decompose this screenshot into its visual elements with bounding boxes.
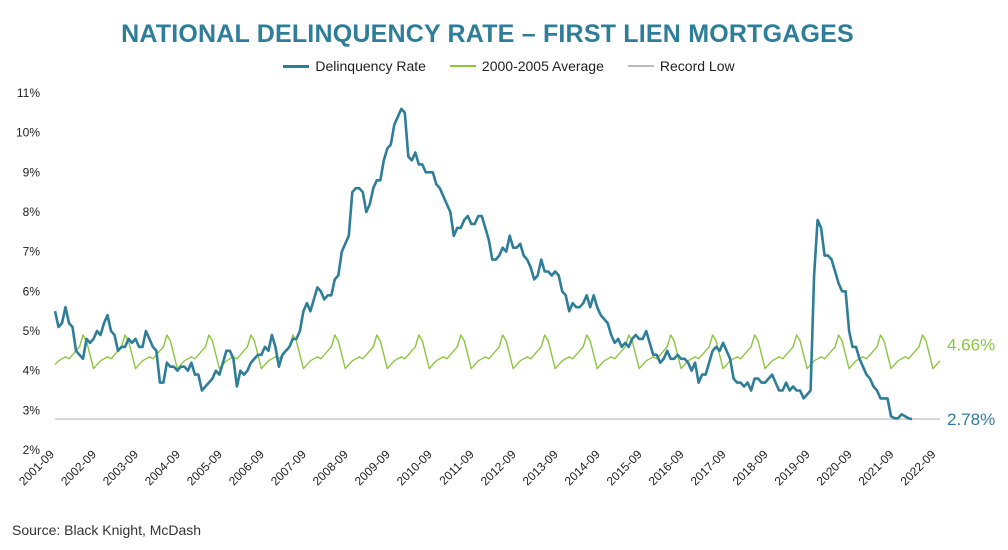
x-tick-label: 2014-09 — [562, 447, 603, 488]
y-tick-label: 10% — [16, 126, 40, 140]
legend-item-average: 2000-2005 Average — [449, 58, 604, 74]
legend: Delinquency Rate 2000-2005 Average Recor… — [0, 58, 1008, 74]
x-tick-label: 2012-09 — [478, 447, 519, 488]
series-line-delinquency — [53, 107, 913, 421]
x-tick-label: 2021-09 — [856, 447, 897, 488]
x-tick-label: 2019-09 — [772, 447, 813, 488]
x-tick-label: 2015-09 — [604, 447, 645, 488]
x-tick-label: 2005-09 — [184, 447, 225, 488]
plot-area: 2%3%4%5%6%7%8%9%10%11%2001-09 2002-09 2003… — [16, 86, 995, 488]
x-tick-label: 2002-09 — [58, 447, 99, 488]
legend-item-delinquency: Delinquency Rate — [283, 58, 426, 74]
legend-swatch-record-low — [627, 65, 654, 67]
legend-label-record-low: Record Low — [659, 58, 735, 74]
x-tick-label: 2011-09 — [436, 447, 477, 488]
chart-title: NATIONAL DELINQUENCY RATE – FIRST LIEN M… — [121, 20, 854, 48]
y-tick-label: 7% — [23, 245, 41, 259]
y-tick-label: 2% — [23, 443, 41, 457]
x-tick-label: 2018-09 — [730, 447, 771, 488]
x-tick-label: 2010-09 — [394, 447, 435, 488]
x-tick-label: 2013-09 — [520, 447, 561, 488]
y-tick-label: 6% — [23, 284, 41, 298]
y-tick-label: 3% — [23, 403, 41, 417]
x-tick-label: 2022-09 — [898, 447, 939, 488]
legend-item-record-low: Record Low — [627, 58, 735, 74]
y-tick-label: 4% — [23, 364, 41, 378]
x-tick-label: 2016-09 — [646, 447, 687, 488]
x-tick-label: 2003-09 — [100, 447, 141, 488]
x-tick-label: 2007-09 — [268, 447, 309, 488]
series-line-average — [54, 334, 941, 370]
x-tick-label: 2004-09 — [142, 447, 183, 488]
x-tick-label: 2020-09 — [814, 447, 855, 488]
y-tick-label: 9% — [23, 165, 41, 179]
legend-label-average: 2000-2005 Average — [481, 58, 604, 74]
y-tick-label: 11% — [17, 86, 40, 100]
x-tick-label: 2006-09 — [226, 447, 267, 488]
x-tick-label: 2017-09 — [688, 447, 729, 488]
x-tick-label: 2008-09 — [310, 447, 351, 488]
source-note: Source: Black Knight, McDash — [12, 522, 202, 538]
y-tick-label: 5% — [23, 324, 41, 338]
legend-swatch-delinquency — [283, 64, 310, 68]
end-label-average: 4.66% — [947, 335, 995, 354]
y-tick-label: 8% — [23, 205, 41, 219]
x-tick-label: 2009-09 — [352, 447, 393, 488]
legend-label-delinquency: Delinquency Rate — [315, 58, 426, 74]
legend-swatch-average — [449, 65, 476, 67]
end-label-delinquency: 2.78% — [947, 410, 995, 429]
